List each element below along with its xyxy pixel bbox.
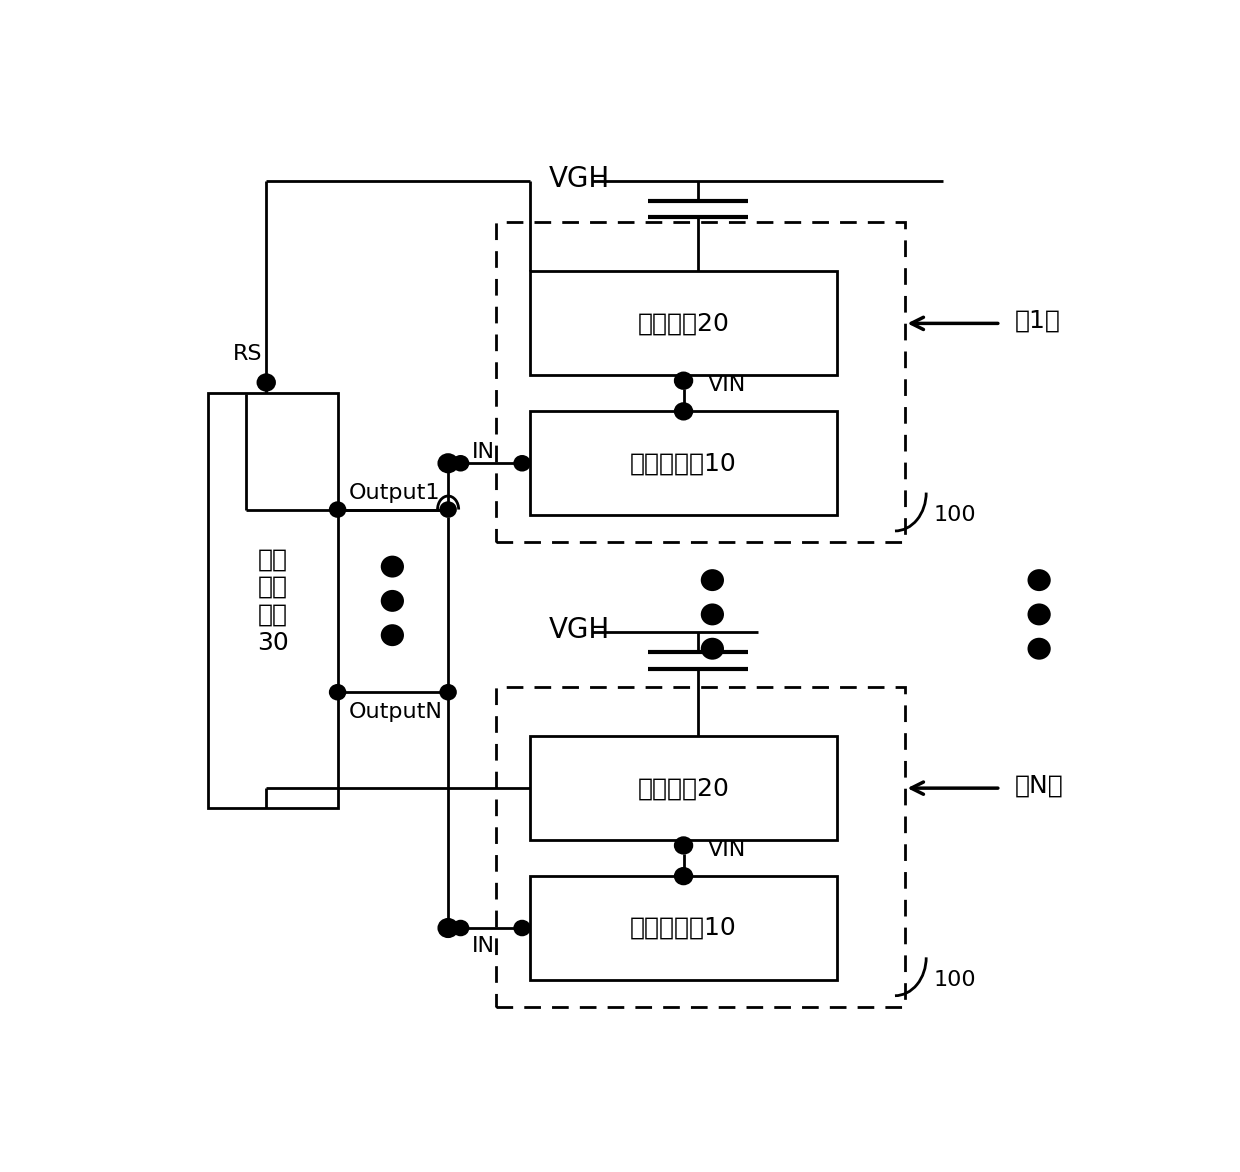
Text: IN: IN bbox=[472, 442, 495, 462]
Circle shape bbox=[453, 456, 469, 470]
Circle shape bbox=[330, 684, 345, 700]
Bar bbox=[529, 411, 837, 516]
Text: 电平转换器10: 电平转换器10 bbox=[630, 917, 737, 940]
Circle shape bbox=[702, 639, 723, 659]
Circle shape bbox=[675, 868, 692, 884]
Text: 控制电路20: 控制电路20 bbox=[637, 312, 729, 335]
Circle shape bbox=[1028, 605, 1050, 625]
Text: OutputN: OutputN bbox=[350, 702, 443, 722]
Circle shape bbox=[702, 605, 723, 625]
Bar bbox=[529, 272, 837, 375]
Bar bbox=[208, 394, 337, 809]
Text: IN: IN bbox=[472, 936, 495, 956]
Circle shape bbox=[702, 571, 723, 590]
Bar bbox=[529, 736, 837, 840]
Circle shape bbox=[440, 503, 456, 517]
Circle shape bbox=[439, 455, 458, 472]
Circle shape bbox=[453, 921, 469, 935]
Text: 100: 100 bbox=[934, 505, 976, 525]
Text: 时序
控制
芯片
30: 时序 控制 芯片 30 bbox=[257, 547, 289, 655]
Circle shape bbox=[1028, 571, 1050, 590]
Circle shape bbox=[439, 919, 458, 938]
Circle shape bbox=[515, 456, 529, 470]
Circle shape bbox=[675, 837, 692, 853]
Circle shape bbox=[675, 403, 692, 420]
Text: VIN: VIN bbox=[708, 840, 745, 860]
Bar bbox=[529, 877, 837, 980]
Text: 电平转换器10: 电平转换器10 bbox=[630, 451, 737, 476]
Bar bbox=[496, 687, 905, 1007]
Circle shape bbox=[1028, 639, 1050, 659]
Circle shape bbox=[515, 921, 529, 935]
Text: VIN: VIN bbox=[708, 375, 745, 395]
Text: VGH: VGH bbox=[549, 164, 610, 192]
Circle shape bbox=[382, 557, 403, 577]
Circle shape bbox=[382, 591, 403, 611]
Text: Output1: Output1 bbox=[350, 483, 440, 503]
Text: 第1个: 第1个 bbox=[1016, 308, 1061, 333]
Circle shape bbox=[330, 503, 345, 517]
Text: VGH: VGH bbox=[549, 615, 610, 643]
Circle shape bbox=[440, 684, 456, 700]
Text: RS: RS bbox=[233, 343, 262, 363]
Circle shape bbox=[675, 373, 692, 389]
Circle shape bbox=[382, 625, 403, 645]
Bar bbox=[496, 222, 905, 543]
Text: 控制电路20: 控制电路20 bbox=[637, 776, 729, 800]
Text: 第N个: 第N个 bbox=[1016, 774, 1064, 797]
Circle shape bbox=[258, 374, 275, 390]
Text: 100: 100 bbox=[934, 970, 976, 990]
